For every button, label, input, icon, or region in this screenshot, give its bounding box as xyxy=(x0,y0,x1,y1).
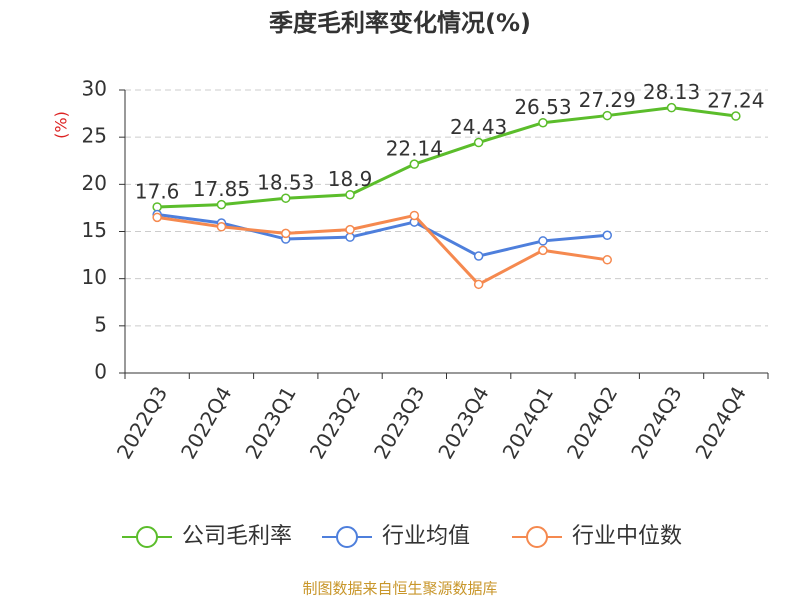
data-label: 17.85 xyxy=(193,177,250,201)
data-point xyxy=(345,189,355,200)
source-note: 制图数据来自恒生聚源数据库 xyxy=(302,580,497,598)
data-label: 18.9 xyxy=(328,167,373,191)
data-point xyxy=(538,117,548,128)
chart-title: 季度毛利率变化情况(%) xyxy=(269,9,531,37)
series-line xyxy=(157,106,737,209)
data-label: 24.43 xyxy=(450,115,507,139)
x-tick-label: 2023Q1 xyxy=(240,382,300,463)
legend-label: 行业中位数 xyxy=(572,524,682,549)
legend-marker xyxy=(336,526,358,548)
data-point xyxy=(473,279,484,290)
y-tick-label: 10 xyxy=(82,265,107,289)
x-tick-label: 2024Q3 xyxy=(626,382,686,463)
data-point xyxy=(602,230,612,241)
data-label: 26.53 xyxy=(514,95,571,119)
series-line xyxy=(156,213,608,287)
y-tick-label: 5 xyxy=(94,312,107,336)
series-line xyxy=(156,213,608,258)
data-point xyxy=(152,212,162,223)
x-tick-label: 2024Q2 xyxy=(562,382,622,463)
x-tick-label: 2022Q4 xyxy=(176,382,236,463)
data-label: 28.13 xyxy=(643,80,700,104)
data-point xyxy=(473,137,484,148)
data-point xyxy=(602,110,612,121)
data-point xyxy=(216,222,227,232)
y-tick-label: 30 xyxy=(82,77,107,101)
legend-marker xyxy=(526,526,548,548)
x-tick-label: 2023Q4 xyxy=(433,382,493,463)
x-tick-label: 2022Q3 xyxy=(112,382,172,463)
data-label: 22.14 xyxy=(386,137,443,161)
data-point xyxy=(345,224,355,235)
y-tick-label: 15 xyxy=(82,218,107,242)
legend-label: 公司毛利率 xyxy=(182,524,292,549)
data-point xyxy=(216,199,227,210)
data-point xyxy=(666,102,677,113)
x-tick-label: 2023Q2 xyxy=(305,382,365,463)
data-point xyxy=(538,245,548,256)
legend-marker xyxy=(136,526,158,548)
data-label: 17.6 xyxy=(135,179,180,203)
data-point xyxy=(538,236,548,246)
data-point xyxy=(409,210,420,221)
y-tick-label: 20 xyxy=(82,171,107,195)
data-point xyxy=(731,111,741,121)
legend-label: 行业均值 xyxy=(382,524,470,549)
x-tick-label: 2024Q1 xyxy=(498,382,558,463)
y-tick-label: 0 xyxy=(94,360,107,384)
y-axis-label: (%) xyxy=(52,111,71,139)
data-label: 27.29 xyxy=(579,88,636,112)
data-point xyxy=(602,255,612,265)
x-tick-label: 2024Q4 xyxy=(690,382,750,463)
data-point xyxy=(409,159,420,169)
data-point xyxy=(473,251,484,261)
data-label: 18.53 xyxy=(257,171,314,195)
data-label: 27.24 xyxy=(707,89,764,113)
data-point xyxy=(281,228,291,239)
data-point xyxy=(281,193,291,203)
x-tick-label: 2023Q3 xyxy=(369,382,429,463)
y-tick-label: 25 xyxy=(82,124,107,148)
